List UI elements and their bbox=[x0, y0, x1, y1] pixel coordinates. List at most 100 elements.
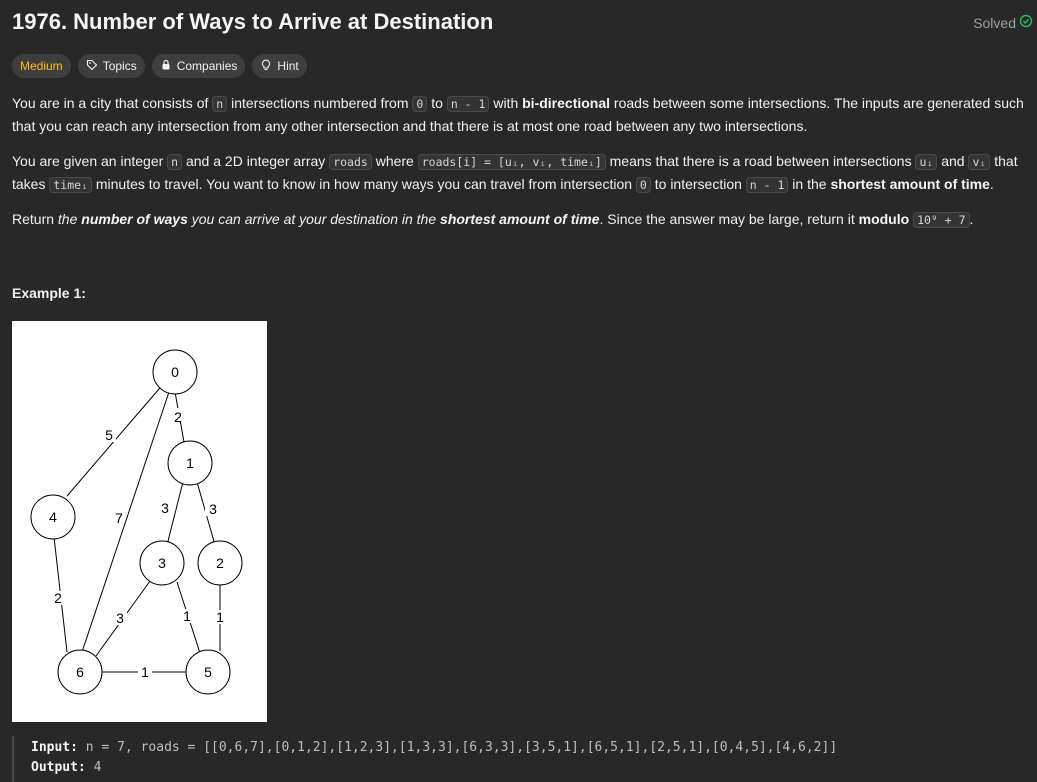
description-paragraph-1: You are in a city that consists of n int… bbox=[12, 93, 1027, 137]
edge-label-3-5: 1 bbox=[183, 608, 191, 624]
node-label-4: 4 bbox=[49, 509, 57, 525]
example-io-block: Input: n = 7, roads = [[0,6,7],[0,1,2],[… bbox=[12, 736, 1034, 782]
topics-label: Topics bbox=[102, 59, 137, 73]
text: minutes to travel. You want to know in h… bbox=[91, 175, 636, 192]
text: intersections numbered from bbox=[227, 95, 413, 111]
lightbulb-icon bbox=[260, 59, 272, 74]
inline-code: 10⁹ + 7 bbox=[913, 212, 970, 228]
bold-text: shortest amount of time bbox=[830, 175, 990, 192]
text: to intersection bbox=[650, 175, 746, 192]
text: in the bbox=[788, 175, 831, 192]
edge-label-bg bbox=[205, 502, 219, 516]
bold-text: modulo bbox=[858, 211, 910, 227]
problem-title: 1976. Number of Ways to Arrive at Destin… bbox=[12, 9, 494, 34]
node-label-6: 6 bbox=[76, 664, 84, 680]
edge-label-0-1: 2 bbox=[174, 409, 182, 425]
input-label: Input: bbox=[31, 740, 78, 755]
italic-text: the bbox=[57, 211, 82, 227]
edge-label-bg bbox=[170, 408, 182, 422]
inline-code: vᵢ bbox=[968, 154, 991, 170]
inline-code: n - 1 bbox=[446, 96, 490, 112]
edge-label-bg bbox=[52, 591, 64, 605]
bold-italic-text: shortest amount of time bbox=[440, 211, 600, 227]
text: that takes bbox=[12, 153, 1018, 192]
edge-label-3-6: 3 bbox=[116, 610, 124, 626]
node-6 bbox=[57, 649, 103, 695]
text: You are given an integer bbox=[12, 153, 168, 169]
text: Return bbox=[12, 211, 58, 227]
node-4 bbox=[30, 494, 76, 540]
text: roads between some intersections. The in… bbox=[12, 95, 1024, 134]
example-title: Example 1: bbox=[12, 285, 86, 301]
node-2 bbox=[197, 540, 243, 586]
inline-code: roads bbox=[329, 154, 372, 170]
hint-label: Hint bbox=[277, 59, 299, 73]
text: where bbox=[371, 153, 418, 169]
hint-button[interactable]: Hint bbox=[252, 54, 307, 78]
output-value: 4 bbox=[93, 760, 102, 775]
inline-code: n bbox=[212, 96, 228, 112]
description-paragraph-2: You are given an integer n and a 2D inte… bbox=[12, 151, 1027, 196]
edge-label-2-5: 1 bbox=[216, 609, 224, 625]
edge-label-bg bbox=[214, 610, 226, 624]
solved-status: Solved bbox=[973, 14, 1033, 31]
inline-code: n - 1 bbox=[745, 176, 789, 193]
inline-code: timeᵢ bbox=[49, 176, 92, 193]
node-1 bbox=[167, 440, 213, 486]
text: You are in a city that consists of bbox=[12, 95, 213, 111]
text: . bbox=[969, 211, 974, 227]
edge-label-bg bbox=[180, 609, 194, 623]
check-circle-icon bbox=[1019, 14, 1033, 31]
example-input-line: Input: n = 7, roads = [[0,6,7],[0,1,2],[… bbox=[31, 740, 837, 755]
description-paragraph-3: Return the number of ways you can arrive… bbox=[12, 209, 1027, 232]
text: and a 2D integer array bbox=[182, 153, 330, 169]
node-0 bbox=[152, 349, 198, 395]
topics-button[interactable]: Topics bbox=[77, 54, 145, 78]
output-label: Output: bbox=[31, 760, 86, 775]
text: and bbox=[937, 153, 969, 169]
text: with bbox=[489, 95, 523, 111]
edge-label-0-6: 7 bbox=[115, 510, 123, 526]
text: . Since the answer may be large, return … bbox=[599, 211, 859, 227]
edge-label-bg bbox=[112, 510, 124, 524]
companies-button[interactable]: Companies bbox=[151, 54, 246, 78]
text: to bbox=[427, 95, 447, 111]
edge-label-bg bbox=[158, 501, 172, 515]
input-value: n = 7, roads = [[0,6,7],[0,1,2],[1,2,3],… bbox=[85, 740, 838, 755]
bold-italic-text: number of ways bbox=[81, 211, 188, 227]
edge-label-bg bbox=[102, 428, 116, 442]
inline-code: n bbox=[167, 154, 183, 170]
edge-label-6-5: 1 bbox=[141, 664, 149, 680]
lock-icon bbox=[160, 59, 172, 74]
solved-label: Solved bbox=[973, 14, 1016, 31]
example-graph-image: 5 2 7 3 3 2 3 1 1 1 0 1 2 3 4 5 6 bbox=[12, 321, 267, 722]
edge-0-6 bbox=[81, 391, 170, 653]
inline-code: roads[i] = [uᵢ, vᵢ, timeᵢ] bbox=[417, 154, 606, 170]
edge-label-1-3: 3 bbox=[161, 500, 169, 516]
node-label-2: 2 bbox=[216, 555, 224, 571]
title-row: 1976. Number of Ways to Arrive at Destin… bbox=[12, 8, 1033, 38]
inline-code: uᵢ bbox=[915, 154, 938, 170]
companies-label: Companies bbox=[176, 59, 238, 73]
edge-1-3 bbox=[166, 481, 184, 546]
example-output-line: Output: 4 bbox=[31, 760, 101, 775]
edge-label-0-4: 5 bbox=[105, 427, 113, 443]
node-label-3: 3 bbox=[158, 555, 166, 571]
text: means that there is a road between inter… bbox=[605, 153, 916, 169]
italic-text: you can arrive at your destination in th… bbox=[187, 211, 441, 227]
tag-icon bbox=[86, 59, 98, 74]
edge-label-bg bbox=[138, 665, 152, 679]
difficulty-badge: Medium bbox=[12, 54, 71, 78]
inline-code: 0 bbox=[412, 96, 428, 112]
text: . bbox=[989, 175, 994, 192]
node-3 bbox=[139, 540, 185, 586]
bold-text: bi-directional bbox=[522, 95, 611, 111]
node-label-1: 1 bbox=[186, 455, 194, 471]
node-5 bbox=[185, 649, 231, 695]
tag-bar: Medium Topics Companies Hint bbox=[12, 54, 307, 78]
edge-label-bg bbox=[113, 611, 127, 625]
node-label-5: 5 bbox=[204, 664, 212, 680]
inline-code: 0 bbox=[635, 176, 651, 193]
node-label-0: 0 bbox=[171, 364, 179, 380]
edge-label-1-2: 3 bbox=[209, 501, 217, 517]
